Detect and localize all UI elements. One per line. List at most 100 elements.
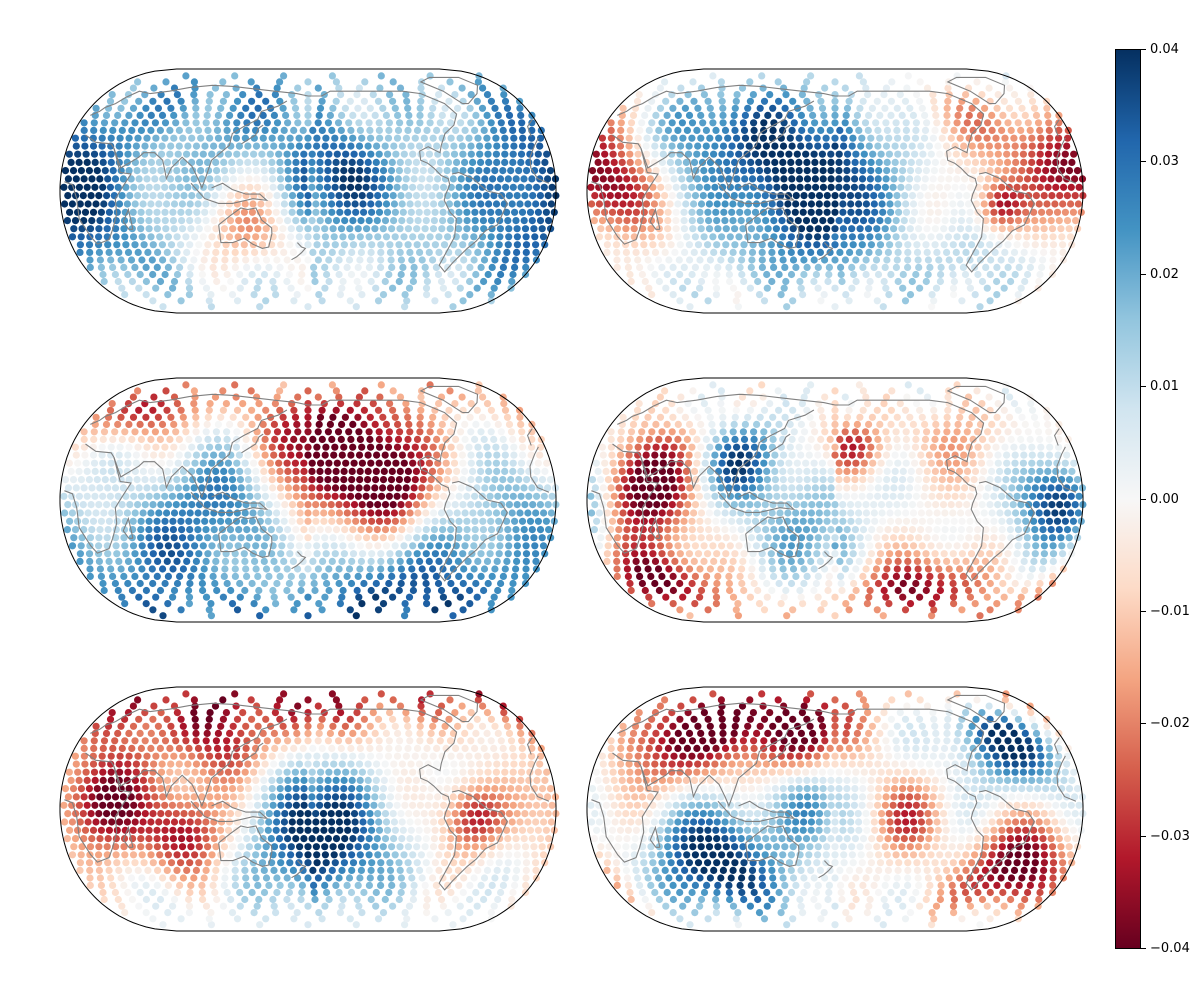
data-point <box>504 550 512 558</box>
data-point <box>162 387 170 395</box>
data-point <box>463 217 471 225</box>
data-point <box>404 435 412 443</box>
data-point <box>501 406 510 414</box>
data-point <box>503 104 512 112</box>
data-point <box>358 459 366 467</box>
data-point <box>885 134 893 142</box>
data-point <box>827 150 835 158</box>
data-point <box>270 420 278 428</box>
data-point <box>726 233 734 241</box>
data-point <box>493 451 501 459</box>
data-point <box>951 492 959 500</box>
data-point <box>652 134 660 142</box>
data-point <box>127 565 136 573</box>
data-point <box>328 509 336 517</box>
data-point <box>1000 97 1008 105</box>
data-point <box>1047 217 1055 225</box>
data-point <box>848 142 856 150</box>
data-point <box>221 484 230 492</box>
data-point <box>925 526 933 534</box>
coastline <box>419 385 479 414</box>
data-point <box>131 263 139 271</box>
data-point <box>613 263 621 271</box>
data-point <box>444 467 453 475</box>
data-point <box>390 217 398 225</box>
data-point <box>825 270 833 279</box>
data-point <box>466 586 474 595</box>
data-point <box>943 183 951 191</box>
data-point <box>1036 492 1044 500</box>
data-point <box>807 126 815 134</box>
data-point <box>739 467 747 475</box>
data-point <box>182 233 190 241</box>
data-point <box>907 158 915 166</box>
data-point <box>308 175 316 183</box>
data-point <box>868 217 876 225</box>
data-point <box>1011 142 1019 150</box>
data-point <box>170 420 178 428</box>
data-point <box>206 134 214 142</box>
data-point <box>994 91 1002 99</box>
data-point <box>100 277 108 286</box>
data-point <box>1017 126 1025 134</box>
data-point <box>496 534 504 542</box>
data-point <box>988 200 996 208</box>
data-point <box>328 126 336 134</box>
data-point <box>344 517 352 525</box>
data-point <box>682 467 690 475</box>
data-point <box>853 111 861 119</box>
data-point <box>375 208 384 216</box>
data-point <box>163 158 172 166</box>
data-point <box>545 526 553 534</box>
data-point <box>651 579 659 588</box>
data-point <box>179 134 187 142</box>
data-point <box>797 225 806 233</box>
data-point <box>690 509 698 517</box>
data-point <box>648 291 656 299</box>
data-point <box>80 175 88 183</box>
data-point <box>265 572 273 580</box>
coastline <box>291 242 307 261</box>
data-point <box>188 467 196 475</box>
data-point <box>362 492 370 500</box>
data-point <box>260 542 268 550</box>
data-point <box>261 492 269 500</box>
data-point <box>124 248 133 256</box>
data-point <box>1026 167 1034 175</box>
data-point <box>483 443 491 451</box>
data-point <box>272 600 280 608</box>
data-point <box>848 233 856 241</box>
data-point <box>622 557 630 565</box>
data-point <box>253 393 261 401</box>
data-point <box>74 517 82 525</box>
data-point <box>142 600 150 608</box>
data-point <box>503 517 511 525</box>
data-point <box>528 484 536 492</box>
data-point <box>1014 526 1023 534</box>
data-point <box>722 550 730 558</box>
data-point <box>862 200 870 208</box>
data-point <box>901 297 910 305</box>
data-point <box>118 284 126 292</box>
data-point <box>339 277 347 286</box>
data-point <box>706 158 715 166</box>
data-point <box>328 435 336 443</box>
data-point <box>889 183 897 191</box>
data-point <box>1013 492 1021 500</box>
data-point <box>402 443 410 451</box>
data-point <box>455 492 463 500</box>
data-point <box>990 492 998 500</box>
map-1-svg <box>59 68 560 314</box>
data-point <box>1042 167 1050 175</box>
data-point <box>232 443 240 451</box>
data-point <box>463 183 471 191</box>
data-point <box>681 104 689 112</box>
data-point <box>915 225 923 233</box>
data-point <box>202 557 210 565</box>
data-point <box>800 579 808 588</box>
data-point <box>124 142 132 150</box>
data-point <box>104 217 112 225</box>
data-point <box>217 208 225 216</box>
data-point <box>120 572 128 580</box>
data-point <box>464 248 472 256</box>
